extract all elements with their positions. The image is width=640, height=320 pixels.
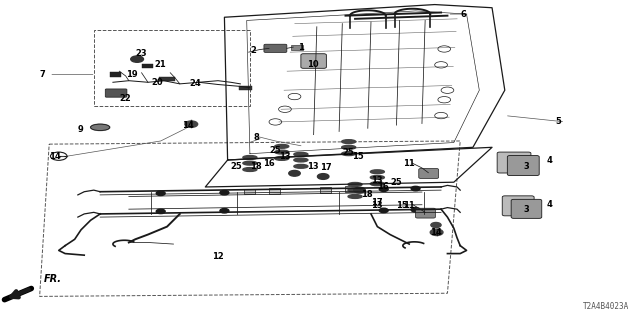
Text: 18: 18 xyxy=(250,162,262,171)
Circle shape xyxy=(411,208,420,212)
Ellipse shape xyxy=(243,156,257,159)
Text: 13: 13 xyxy=(278,152,290,161)
Text: 12: 12 xyxy=(212,252,223,261)
Text: 4: 4 xyxy=(546,156,552,164)
Text: 5: 5 xyxy=(556,117,562,126)
Ellipse shape xyxy=(342,152,356,156)
Text: 10: 10 xyxy=(307,60,319,69)
Circle shape xyxy=(380,187,388,191)
Text: 22: 22 xyxy=(119,94,131,103)
Circle shape xyxy=(380,208,388,213)
Text: 17: 17 xyxy=(320,164,332,172)
Circle shape xyxy=(131,56,143,62)
Ellipse shape xyxy=(294,164,308,168)
Bar xyxy=(141,64,153,68)
Text: 16: 16 xyxy=(378,182,389,191)
Bar xyxy=(94,30,250,106)
Circle shape xyxy=(354,187,365,193)
Ellipse shape xyxy=(275,150,289,154)
Ellipse shape xyxy=(275,144,289,148)
Text: 18: 18 xyxy=(362,190,373,199)
Circle shape xyxy=(220,190,229,195)
Text: 25: 25 xyxy=(390,178,402,187)
Text: 25: 25 xyxy=(342,148,354,156)
Text: 11: 11 xyxy=(403,202,415,211)
Ellipse shape xyxy=(243,168,257,172)
Circle shape xyxy=(185,121,198,127)
Text: 17: 17 xyxy=(371,198,383,207)
Ellipse shape xyxy=(342,140,356,143)
Text: 1: 1 xyxy=(298,43,303,52)
FancyBboxPatch shape xyxy=(497,152,531,173)
Ellipse shape xyxy=(294,158,308,162)
Circle shape xyxy=(156,209,165,214)
Ellipse shape xyxy=(243,161,257,165)
Text: 23: 23 xyxy=(135,49,147,58)
Ellipse shape xyxy=(294,152,308,156)
Text: 14: 14 xyxy=(49,152,61,161)
Text: 19: 19 xyxy=(125,70,137,79)
Text: 3: 3 xyxy=(524,205,530,214)
Circle shape xyxy=(431,222,441,228)
Text: 11: 11 xyxy=(403,159,415,168)
FancyBboxPatch shape xyxy=(105,89,127,97)
Circle shape xyxy=(317,174,329,179)
Text: 9: 9 xyxy=(78,125,84,134)
Text: 25: 25 xyxy=(231,162,243,171)
Text: 13: 13 xyxy=(371,202,383,211)
FancyBboxPatch shape xyxy=(264,44,287,52)
Text: 6: 6 xyxy=(460,10,466,19)
Text: 15: 15 xyxy=(396,202,408,211)
Ellipse shape xyxy=(348,188,362,192)
Text: 21: 21 xyxy=(154,60,166,69)
Ellipse shape xyxy=(275,156,289,160)
Text: 3: 3 xyxy=(524,162,530,171)
Text: 13: 13 xyxy=(371,176,383,185)
Circle shape xyxy=(220,209,229,213)
Bar xyxy=(109,72,121,77)
FancyBboxPatch shape xyxy=(508,156,540,176)
Ellipse shape xyxy=(91,124,109,131)
Text: 14: 14 xyxy=(430,228,442,237)
Text: 14: 14 xyxy=(182,121,193,130)
Text: 24: 24 xyxy=(189,79,201,88)
Text: 4: 4 xyxy=(546,200,552,209)
Text: 2: 2 xyxy=(250,46,256,55)
Circle shape xyxy=(411,186,420,191)
Text: FR.: FR. xyxy=(44,274,62,284)
Bar xyxy=(159,76,175,81)
Bar xyxy=(346,186,357,192)
Text: 16: 16 xyxy=(262,159,275,168)
Circle shape xyxy=(156,191,165,196)
Text: 7: 7 xyxy=(40,70,45,79)
Text: 8: 8 xyxy=(253,133,259,142)
Bar xyxy=(269,188,280,194)
FancyBboxPatch shape xyxy=(502,196,534,216)
Ellipse shape xyxy=(371,176,385,179)
Ellipse shape xyxy=(371,182,385,186)
Ellipse shape xyxy=(348,195,362,198)
Ellipse shape xyxy=(342,145,356,149)
Text: 15: 15 xyxy=(352,152,364,161)
Ellipse shape xyxy=(371,170,385,174)
Bar xyxy=(291,45,303,50)
Text: 25: 25 xyxy=(269,146,281,155)
Bar xyxy=(244,188,255,194)
FancyBboxPatch shape xyxy=(419,169,438,178)
Bar xyxy=(320,187,332,193)
Text: T2A4B4023A: T2A4B4023A xyxy=(583,302,629,311)
Circle shape xyxy=(289,171,300,176)
FancyBboxPatch shape xyxy=(415,208,435,218)
Text: 20: 20 xyxy=(151,78,163,87)
FancyBboxPatch shape xyxy=(301,54,326,68)
Circle shape xyxy=(430,229,443,236)
Text: 13: 13 xyxy=(307,162,319,171)
Bar xyxy=(239,86,252,90)
Ellipse shape xyxy=(348,182,362,186)
FancyBboxPatch shape xyxy=(511,199,541,218)
